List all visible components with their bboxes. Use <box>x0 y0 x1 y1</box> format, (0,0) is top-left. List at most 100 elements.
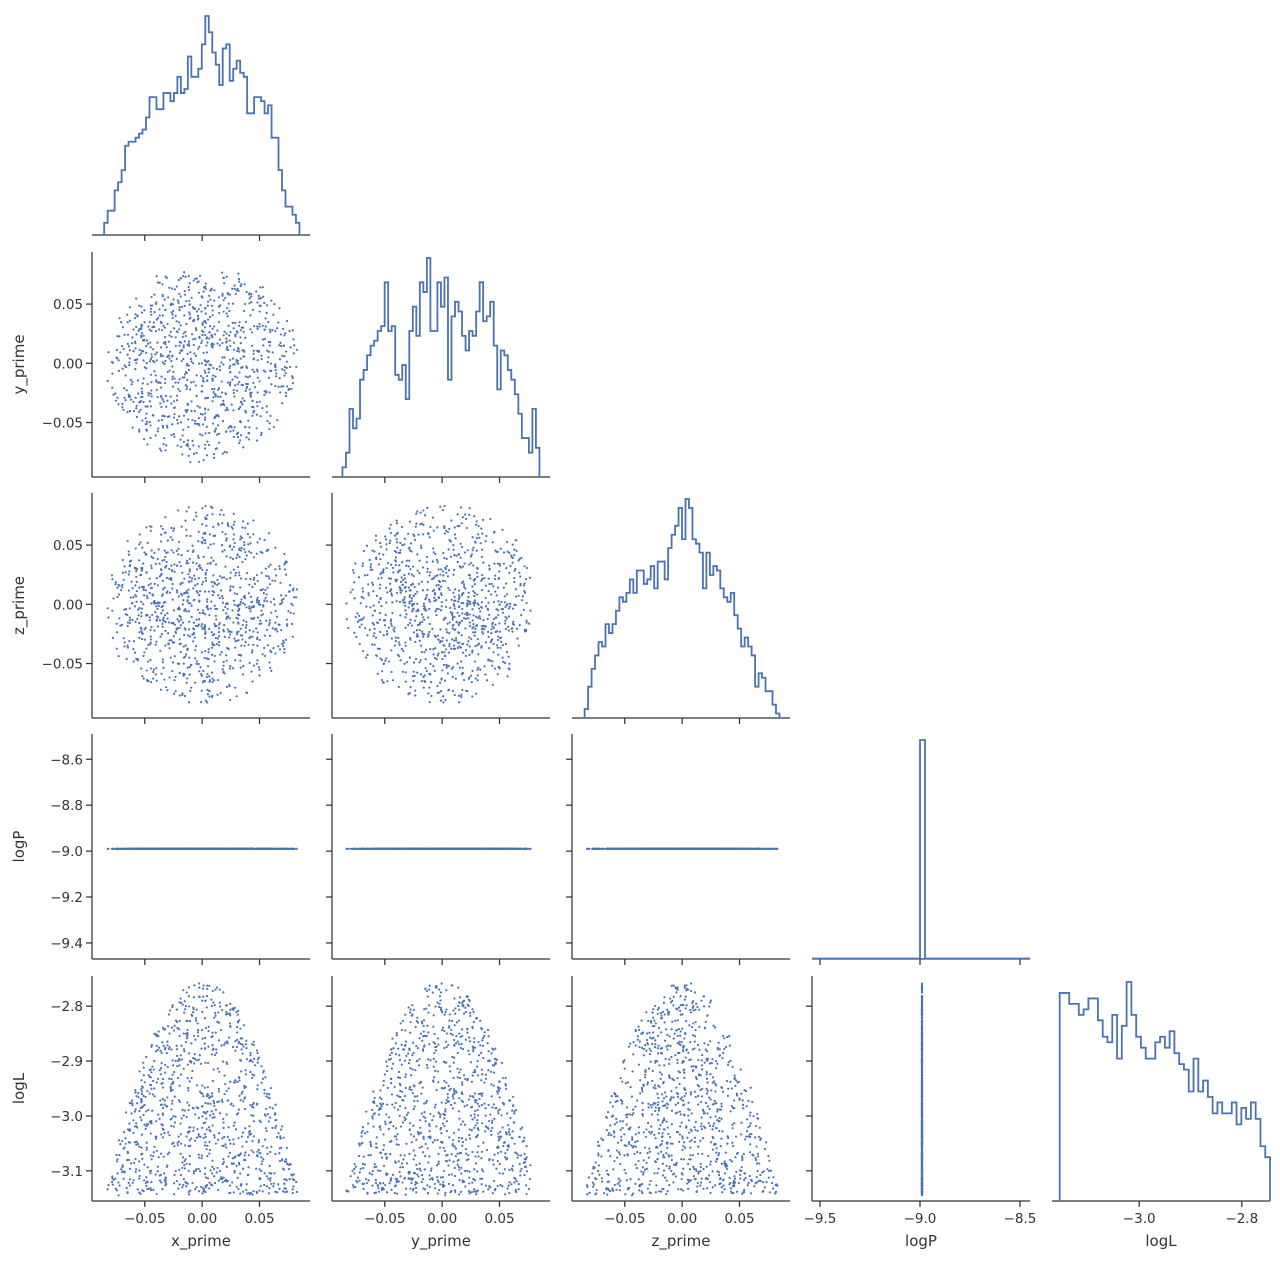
scatter-point <box>268 623 271 627</box>
scatter-point <box>266 419 269 423</box>
scatter-point <box>405 661 409 664</box>
scatter-point <box>158 562 161 565</box>
scatter-point <box>354 562 357 565</box>
scatter-point <box>349 847 352 850</box>
scatter-point <box>196 568 199 571</box>
scatter-point <box>206 672 209 676</box>
scatter-point <box>280 598 284 602</box>
scatter-point <box>235 556 238 560</box>
scatter-point <box>214 427 218 430</box>
scatter-point <box>495 608 498 611</box>
scatter-point <box>267 575 270 578</box>
scatter-point <box>145 613 149 616</box>
scatter-point <box>161 414 164 417</box>
scatter-point <box>197 554 200 557</box>
scatter-point <box>492 626 496 629</box>
scatter-point <box>112 597 115 600</box>
scatter-point <box>172 527 176 530</box>
scatter-point <box>399 659 402 662</box>
scatter-point <box>482 624 485 627</box>
scatter-point <box>251 649 254 652</box>
scatter-point <box>140 325 143 329</box>
scatter-point <box>365 544 369 547</box>
scatter-point <box>126 540 129 543</box>
scatter-point <box>188 317 191 320</box>
scatter-point <box>491 625 494 628</box>
scatter-point <box>161 588 165 591</box>
scatter-point <box>274 621 277 624</box>
scatter-point <box>525 621 528 624</box>
scatter-point <box>462 580 465 583</box>
scatter-point <box>203 412 207 415</box>
scatter-point <box>463 678 466 682</box>
scatter-point <box>161 622 164 625</box>
scatter-point <box>189 357 193 361</box>
scatter-point <box>112 393 115 396</box>
scatter-point <box>504 642 508 646</box>
scatter-point <box>208 331 211 334</box>
scatter-point <box>461 671 465 675</box>
scatter-point <box>210 631 214 634</box>
scatter-point <box>145 351 148 354</box>
scatter-point <box>247 419 250 422</box>
scatter-point <box>385 538 388 541</box>
scatter-point <box>140 611 143 614</box>
scatter-point <box>448 645 451 648</box>
scatter-point <box>196 422 199 425</box>
scatter-point <box>384 613 387 616</box>
scatter-point <box>203 656 206 660</box>
scatter-point <box>255 627 258 630</box>
scatter-point <box>508 662 511 665</box>
scatter-point <box>234 574 237 577</box>
scatter-point <box>167 642 170 646</box>
scatter-point <box>155 667 158 670</box>
scatter-point <box>393 644 396 647</box>
scatter-point <box>428 686 431 689</box>
scatter-point <box>415 522 418 525</box>
scatter-point <box>153 370 156 373</box>
scatter-point <box>175 549 178 552</box>
scatter-point <box>462 617 466 620</box>
scatter-point <box>185 299 188 303</box>
scatter-point <box>421 620 424 623</box>
scatter-point <box>130 847 134 850</box>
scatter-point <box>442 663 445 667</box>
scatter-point <box>149 392 152 395</box>
scatter-point <box>143 366 146 369</box>
scatter-point <box>459 556 462 559</box>
scatter-point <box>256 325 259 328</box>
scatter-point <box>211 344 214 348</box>
scatter-point <box>164 449 167 452</box>
scatter-point <box>491 683 494 687</box>
scatter-point <box>222 660 225 663</box>
scatter-point <box>419 511 422 514</box>
scatter-point <box>444 698 447 702</box>
scatter-point <box>184 275 187 278</box>
scatter-point <box>160 672 163 675</box>
scatter-point <box>256 636 259 639</box>
scatter-point <box>414 657 418 661</box>
scatter-point <box>453 568 456 572</box>
scatter-point <box>138 401 141 404</box>
scatter-point <box>204 542 207 545</box>
scatter-point <box>412 603 416 606</box>
scatter-point <box>136 617 139 621</box>
scatter-point <box>244 425 247 428</box>
scatter-point <box>463 551 467 554</box>
scatter-point <box>123 645 126 648</box>
scatter-point <box>173 692 176 695</box>
scatter-point <box>361 590 365 593</box>
scatter-point <box>164 359 167 363</box>
scatter-point <box>488 613 491 617</box>
scatter-point <box>268 344 271 347</box>
scatter-point <box>178 309 181 312</box>
scatter-point <box>283 334 286 337</box>
scatter-point <box>137 608 140 611</box>
scatter-point <box>431 560 434 563</box>
scatter-point <box>177 595 180 598</box>
scatter-point <box>264 337 267 340</box>
scatter-point <box>225 451 229 454</box>
scatter-point <box>261 653 264 656</box>
scatter-point <box>248 583 251 586</box>
scatter-point <box>435 598 438 602</box>
